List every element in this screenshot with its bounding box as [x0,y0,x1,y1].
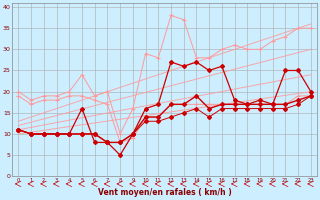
X-axis label: Vent moyen/en rafales ( km/h ): Vent moyen/en rafales ( km/h ) [98,188,231,197]
